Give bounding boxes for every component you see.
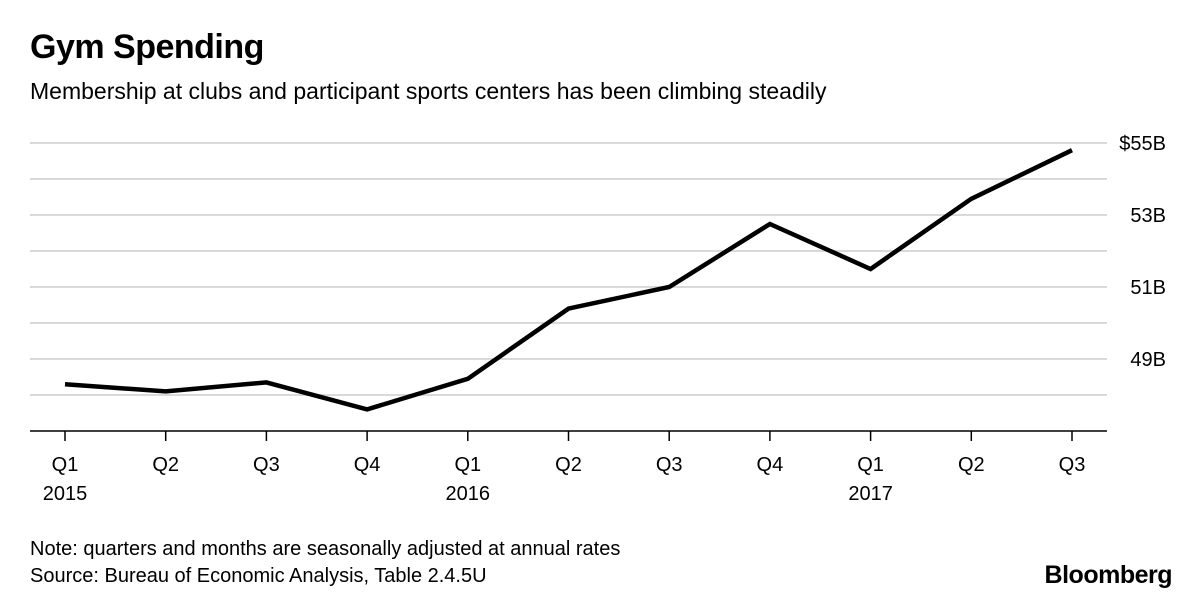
chart-subtitle: Membership at clubs and participant spor…: [30, 78, 827, 104]
x-tick-label: Q2: [958, 454, 985, 476]
x-tick-label: Q2: [152, 454, 179, 476]
x-tick-label: Q4: [757, 454, 784, 476]
footnote: Note: quarters and months are seasonally…: [30, 538, 621, 560]
bloomberg-logo: Bloomberg: [1044, 561, 1173, 589]
source-note: Source: Bureau of Economic Analysis, Tab…: [30, 565, 487, 587]
series-line: [64, 148, 1073, 412]
x-tick-label: Q4: [354, 454, 381, 476]
x-tick-label: Q3: [1059, 454, 1086, 476]
x-year-label: 2017: [848, 483, 893, 505]
y-tick-label: 49B: [1130, 349, 1166, 371]
x-tick-label: Q3: [253, 454, 280, 476]
y-tick-label: 51B: [1130, 277, 1166, 299]
x-year-label: 2016: [446, 483, 491, 505]
x-tick-label: Q3: [656, 454, 683, 476]
y-tick-label: 53B: [1130, 205, 1166, 227]
chart-title: Gym Spending: [30, 28, 264, 66]
y-tick-label: $55B: [1119, 133, 1166, 155]
x-tick-label: Q1: [857, 454, 884, 476]
x-tick-label: Q2: [555, 454, 582, 476]
x-tick-label: Q1: [454, 454, 481, 476]
x-tick-label: Q1: [52, 454, 79, 476]
x-year-label: 2015: [43, 483, 88, 505]
